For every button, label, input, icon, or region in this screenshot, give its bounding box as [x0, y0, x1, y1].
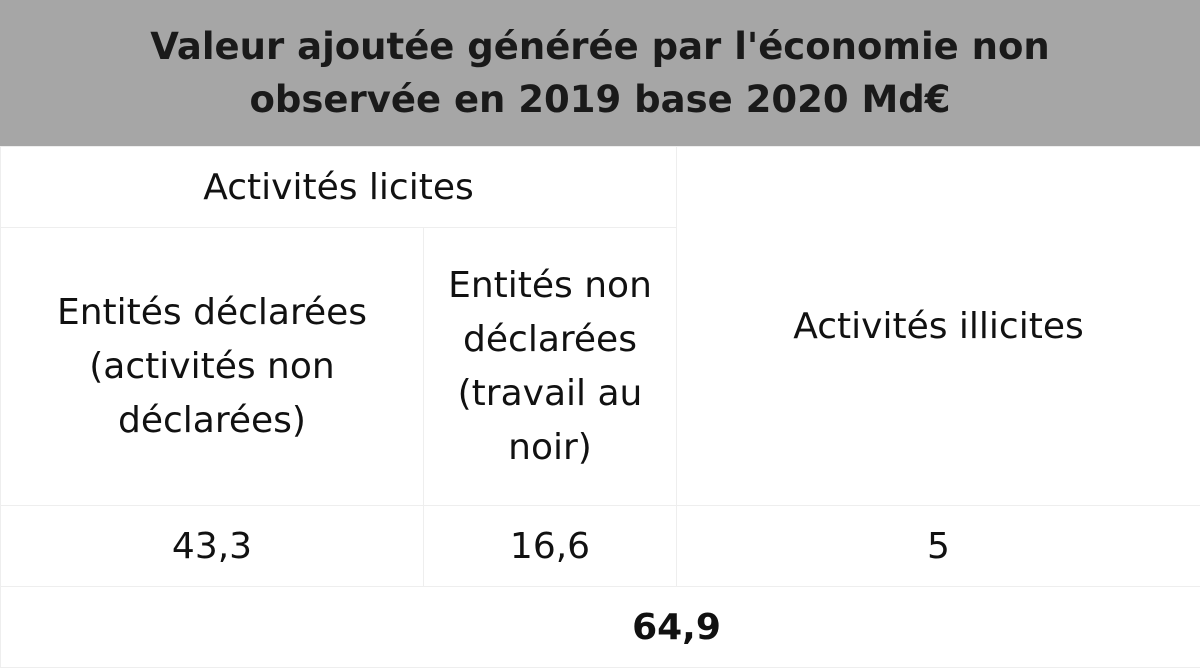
- header-entites-non-declarees-label: Entités non déclarées (travail au noir): [428, 259, 673, 475]
- value-entites-non-declarees: 16,6: [424, 506, 677, 587]
- value-activites-illicites: 5: [677, 506, 1200, 587]
- table-title-band: Valeur ajoutée générée par l'économie no…: [0, 0, 1200, 146]
- header-activites-illicites: Activités illicites: [677, 147, 1200, 506]
- header-group-row: Activités licites Activités illicites: [1, 147, 1200, 228]
- header-entites-non-declarees: Entités non déclarées (travail au noir): [424, 228, 677, 506]
- header-entites-declarees-label: Entités déclarées (activités non déclaré…: [22, 286, 402, 448]
- value-entites-declarees: 43,3: [1, 506, 424, 587]
- table-row-total: 64,9: [1, 587, 1200, 668]
- header-entites-declarees: Entités déclarées (activités non déclaré…: [1, 228, 424, 506]
- table-row-values: 43,3 16,6 5: [1, 506, 1200, 587]
- header-activites-licites: Activités licites: [1, 147, 677, 228]
- total-cell-left: 64,9: [1, 587, 677, 668]
- total-value: 64,9: [632, 607, 721, 648]
- total-cell-right: [677, 587, 1200, 668]
- data-table: Activités licites Activités illicites En…: [0, 146, 1200, 668]
- table-title: Valeur ajoutée générée par l'économie no…: [50, 20, 1150, 126]
